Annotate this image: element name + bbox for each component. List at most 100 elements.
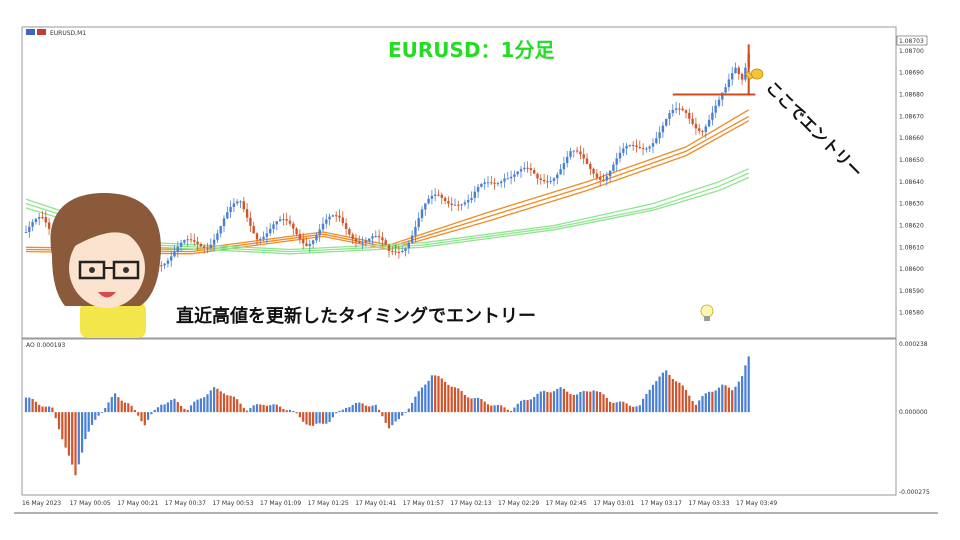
candle-body	[582, 154, 585, 159]
ao-bar	[64, 412, 67, 448]
ao-bar	[562, 388, 565, 413]
candle-body	[219, 226, 222, 234]
ao-bar	[315, 412, 318, 424]
ao-bar	[24, 397, 28, 413]
candle-body	[740, 73, 744, 80]
ao-bar	[371, 405, 374, 413]
ao-bar	[44, 406, 47, 413]
ao-bar	[216, 388, 219, 413]
ao-tick-label: 0.000000	[899, 409, 928, 416]
time-tick-label: 17 May 02:13	[450, 500, 491, 507]
candle-body	[31, 222, 34, 227]
candle-body	[490, 182, 493, 184]
eye-right	[123, 267, 129, 273]
candle-body	[661, 125, 665, 133]
time-tick-label: 17 May 01:41	[355, 500, 396, 507]
candle-body	[721, 92, 724, 100]
ao-bar	[81, 412, 84, 453]
ao-bar	[612, 402, 615, 413]
ao-bar	[120, 400, 123, 413]
candle-body	[463, 202, 467, 205]
ao-bar	[737, 381, 740, 413]
ao-bar	[701, 396, 704, 413]
ao-bar	[731, 390, 734, 413]
ao-bar	[153, 409, 156, 413]
candle-body	[394, 251, 397, 253]
ao-bar	[595, 391, 598, 413]
candle-body	[453, 204, 457, 206]
ao-bar	[384, 412, 387, 423]
ao-bar	[457, 388, 460, 413]
ao-bar	[516, 403, 519, 413]
candle-body	[410, 235, 414, 243]
candle-body	[232, 203, 236, 208]
ao-bar	[678, 382, 681, 413]
ao-bar	[348, 407, 351, 413]
ao-bar	[239, 403, 242, 413]
candle-body	[467, 200, 470, 203]
ao-bar	[576, 394, 579, 413]
ao-bar	[401, 412, 404, 416]
ao-bar	[292, 411, 295, 413]
ao-bar	[48, 406, 51, 413]
candle-body	[641, 148, 645, 150]
candle-body	[470, 197, 473, 201]
candle-body	[556, 174, 559, 179]
ao-bar	[437, 376, 440, 413]
ao-bar	[424, 384, 427, 413]
candle-body	[572, 150, 575, 152]
ao-bar	[54, 412, 57, 419]
candle-body	[589, 163, 592, 169]
ao-bar	[447, 384, 450, 413]
ao-bar	[117, 397, 120, 413]
candle-body	[486, 182, 490, 184]
ao-bar	[31, 398, 34, 413]
candle-body	[226, 212, 229, 219]
ao-bar	[107, 402, 110, 413]
ao-bar	[506, 409, 509, 413]
candle-body	[622, 148, 625, 153]
candle-body	[328, 216, 331, 220]
ao-bar	[312, 412, 315, 426]
candle-body	[179, 242, 183, 247]
candle-body	[41, 217, 44, 219]
ma-line	[25, 115, 750, 253]
candle-body	[638, 147, 641, 149]
ao-bar	[226, 395, 229, 413]
candle-body	[443, 197, 447, 202]
candle-body	[473, 191, 476, 198]
ao-bar	[173, 398, 176, 413]
ao-bar	[427, 380, 430, 413]
time-tick-label: 17 May 02:29	[498, 500, 539, 507]
ao-bar	[569, 394, 572, 413]
ao-bar	[503, 407, 506, 413]
time-tick-label: 17 May 00:05	[70, 500, 111, 507]
ao-bar	[589, 391, 592, 413]
candle-body	[34, 218, 38, 223]
ao-bar	[41, 406, 44, 413]
candle-body	[404, 248, 407, 251]
ao-bar	[444, 381, 447, 413]
ao-bar	[559, 387, 562, 413]
price-tick-label: 1.08600	[899, 266, 924, 273]
ao-bar	[213, 387, 216, 413]
ao-bar	[609, 401, 612, 413]
ao-bar	[255, 404, 259, 413]
candle-body	[269, 228, 272, 234]
time-tick-label: 17 May 03:49	[736, 500, 777, 507]
ao-bar	[199, 398, 202, 413]
candle-body	[430, 195, 434, 199]
ao-bar	[335, 412, 338, 414]
ao-bar	[470, 398, 473, 413]
ao-bar	[156, 407, 160, 413]
candle-body	[275, 221, 278, 225]
candle-body	[681, 108, 684, 111]
candle-body	[529, 168, 533, 171]
ao-bar	[635, 406, 638, 413]
ao-bar	[341, 409, 344, 413]
candle-body	[183, 240, 186, 243]
candle-body	[724, 87, 727, 93]
ao-bar	[378, 409, 381, 413]
chart-title: EURUSD：1分足	[388, 38, 555, 62]
ao-bar	[417, 391, 420, 413]
